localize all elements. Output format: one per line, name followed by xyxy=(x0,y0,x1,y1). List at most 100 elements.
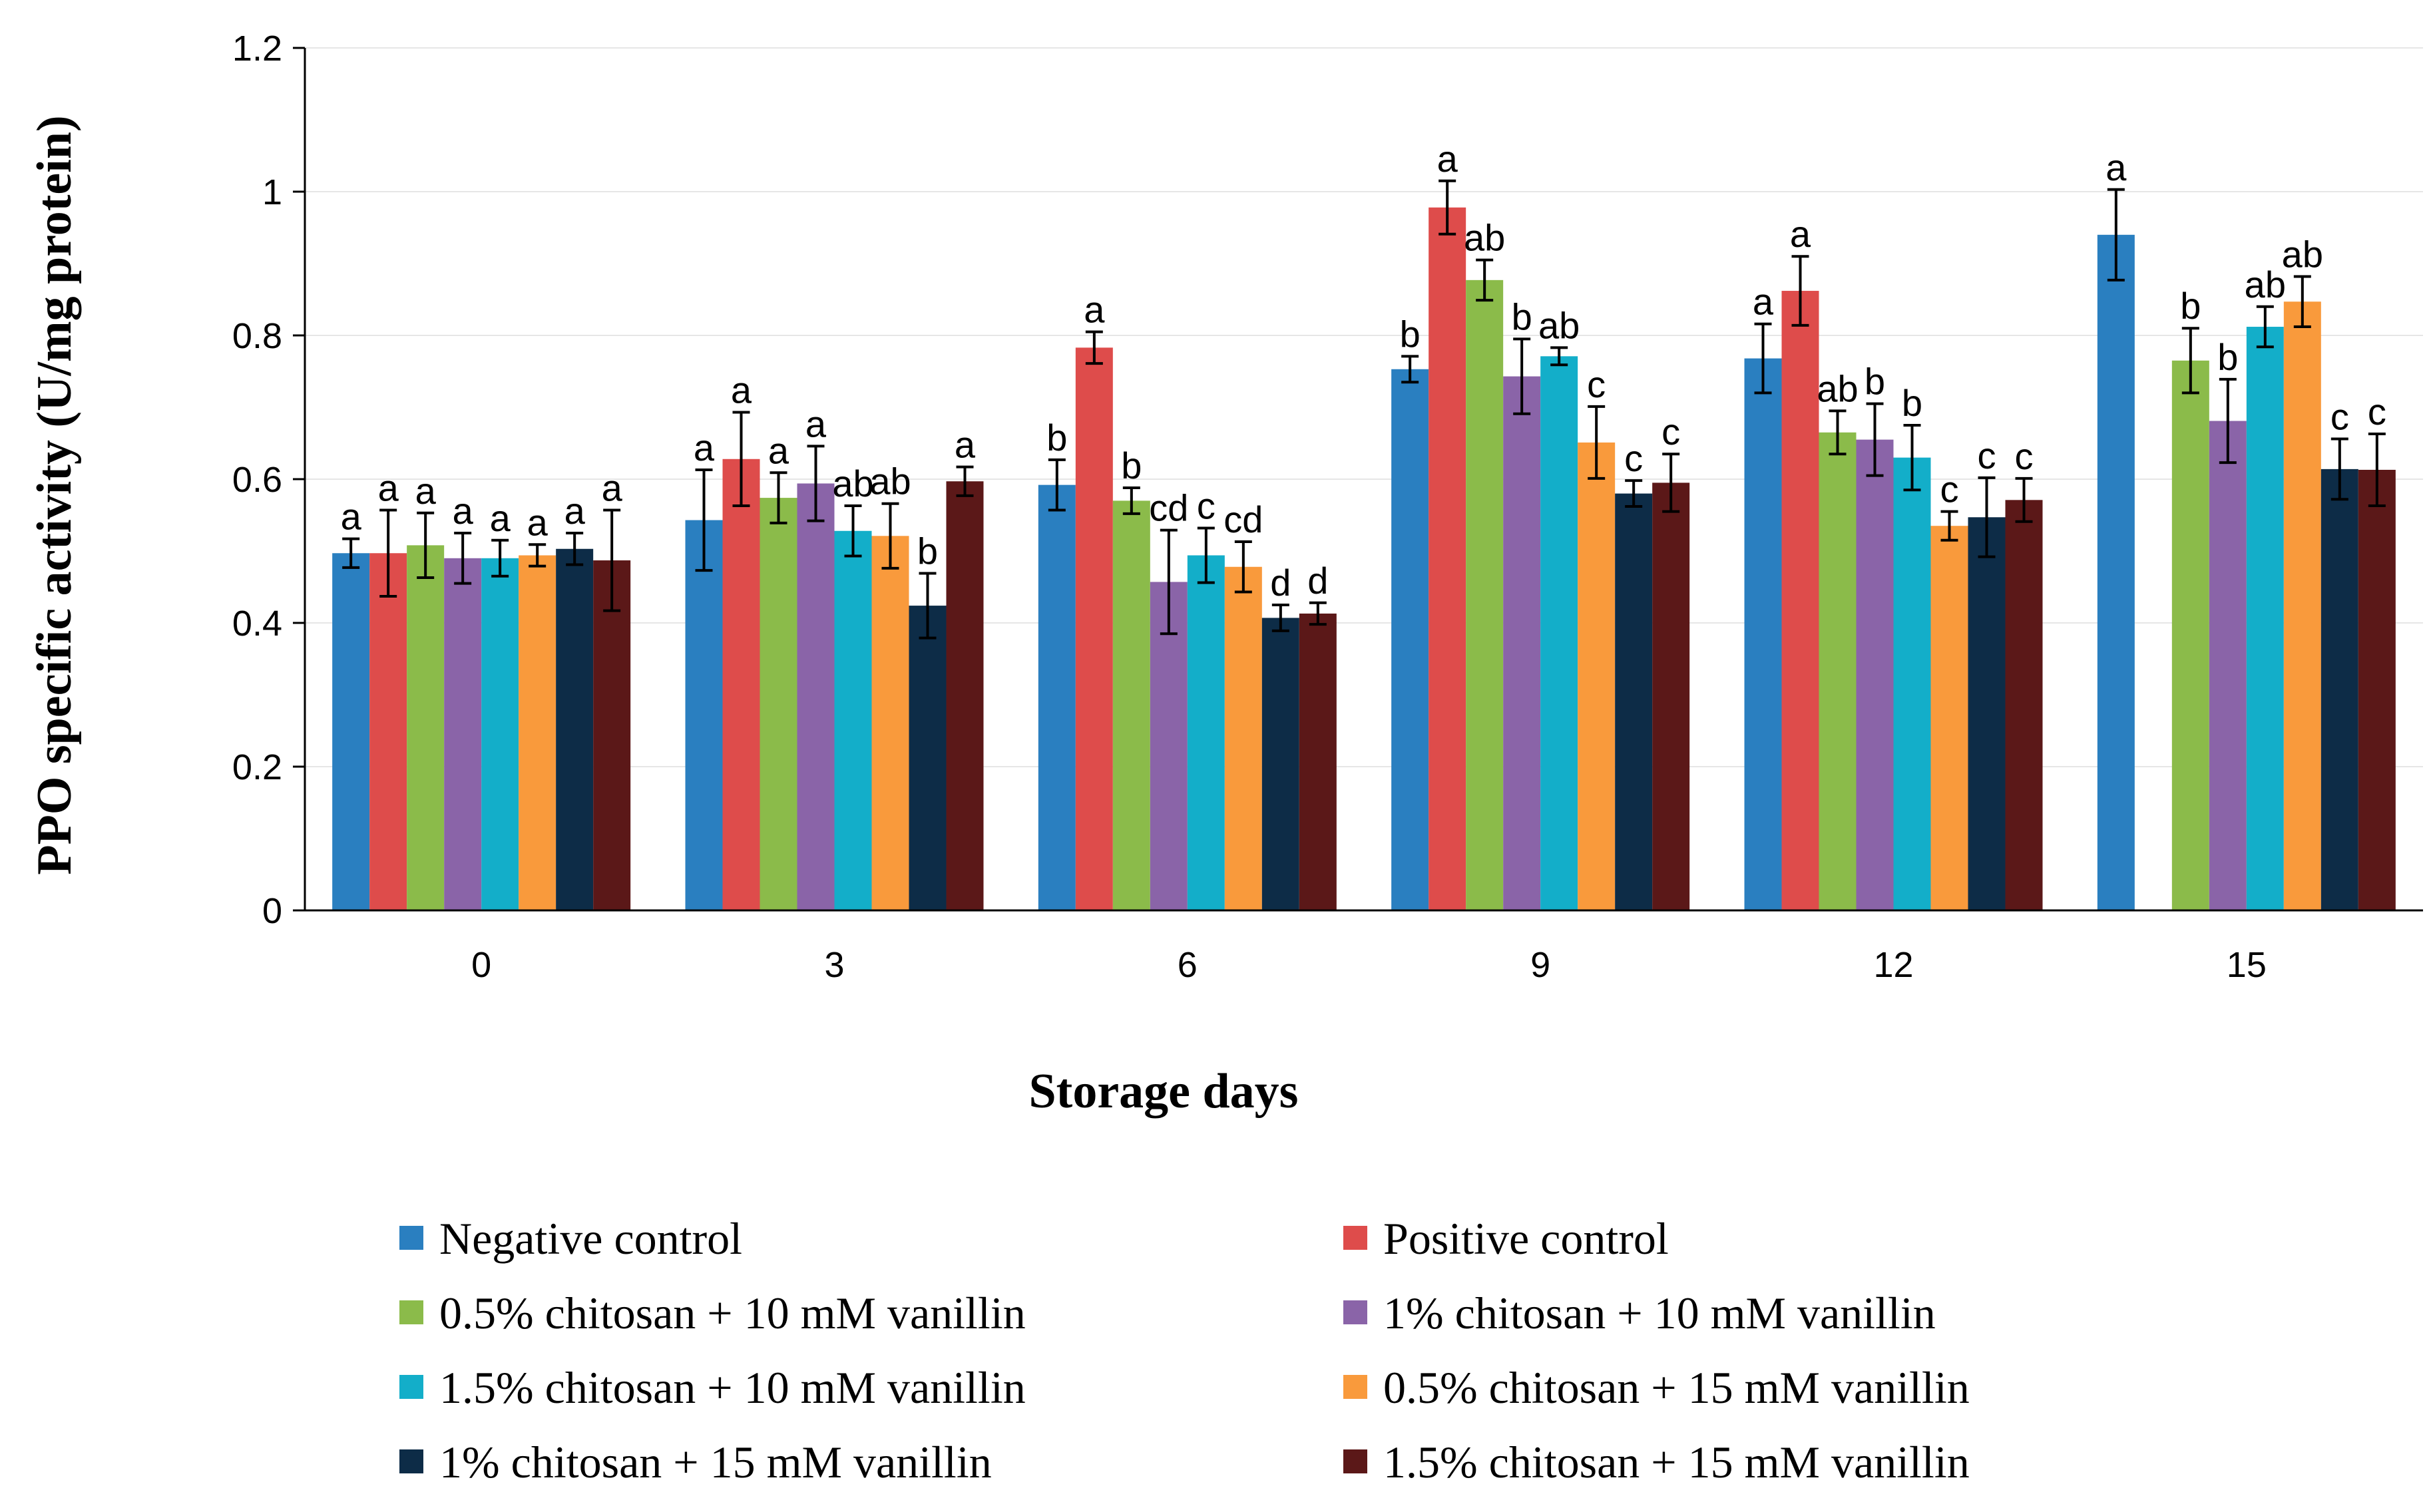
significance-letter: a xyxy=(2105,146,2127,188)
bar xyxy=(1893,457,1931,910)
significance-letter: cd xyxy=(1223,498,1263,540)
y-tick-label: 0.2 xyxy=(232,747,282,787)
significance-letter: b xyxy=(2217,336,2238,378)
bar xyxy=(1781,291,1819,910)
y-tick-label: 0.8 xyxy=(232,316,282,356)
significance-letter: a xyxy=(1753,281,1774,323)
bar xyxy=(481,558,519,910)
significance-letter: c xyxy=(1197,484,1216,526)
legend-label: 0.5% chitosan + 10 mM vanillin xyxy=(439,1288,1026,1338)
y-tick-label: 0 xyxy=(262,891,282,931)
legend: Negative control Positive control 0.5% chi… xyxy=(399,1213,1970,1487)
significance-letter: c xyxy=(1661,411,1680,453)
x-tick-label: 6 xyxy=(1178,945,1198,985)
significance-letter: ab xyxy=(832,463,873,504)
significance-letter: c xyxy=(1624,437,1643,479)
significance-letter: b xyxy=(2180,285,2201,327)
legend-label: 0.5% chitosan + 15 mM vanillin xyxy=(1383,1362,1970,1413)
legend-label: 1% chitosan + 15 mM vanillin xyxy=(439,1437,992,1487)
bar xyxy=(2171,360,2209,910)
bar xyxy=(332,553,370,910)
significance-letter: a xyxy=(341,496,362,538)
bar xyxy=(1187,555,1225,910)
legend-swatch xyxy=(1343,1375,1367,1399)
bar xyxy=(1652,482,1690,910)
bar xyxy=(685,520,723,910)
significance-letter: a xyxy=(1790,213,1811,255)
bar xyxy=(1856,439,1894,910)
x-tick-label: 15 xyxy=(2227,945,2267,985)
significance-letter: a xyxy=(768,429,789,471)
significance-letter: a xyxy=(490,497,511,539)
significance-letter: c xyxy=(2015,435,2034,477)
bar xyxy=(946,481,984,910)
significance-letter: ab xyxy=(2282,233,2323,275)
y-tick-label: 1.2 xyxy=(232,29,282,69)
x-tick-label: 0 xyxy=(471,945,491,985)
significance-letter: cd xyxy=(1149,487,1188,529)
bar xyxy=(519,555,556,910)
significance-letter: c xyxy=(1940,469,1959,510)
bar xyxy=(1466,280,1504,911)
bar xyxy=(1540,356,1578,910)
significance-letter: a xyxy=(694,427,715,469)
legend-swatch xyxy=(399,1449,423,1473)
bar xyxy=(407,545,445,910)
bar xyxy=(1261,618,1299,910)
significance-letter: c xyxy=(2330,396,2349,438)
significance-letter: ab xyxy=(1464,217,1505,259)
legend-swatch xyxy=(1343,1449,1367,1473)
bar xyxy=(1075,347,1113,910)
legend-swatch xyxy=(399,1300,423,1324)
legend-label: 1% chitosan + 10 mM vanillin xyxy=(1383,1288,1936,1338)
x-tick-label: 12 xyxy=(1873,945,1913,985)
bar xyxy=(797,483,835,910)
axes xyxy=(293,47,2423,912)
significance-letter: b xyxy=(1400,313,1421,355)
significance-letter: d xyxy=(1307,560,1328,602)
bar xyxy=(1038,484,1076,910)
legend-swatch xyxy=(399,1375,423,1399)
significance-letter: a xyxy=(378,467,399,508)
bar xyxy=(556,548,594,910)
bar xyxy=(2283,301,2321,910)
x-axis-title: Storage days xyxy=(1029,1064,1299,1119)
y-axis-title: PPO specific activity (U/mg protein) xyxy=(27,115,82,874)
bar xyxy=(593,560,631,910)
bar xyxy=(1391,369,1429,910)
significance-letter: a xyxy=(955,424,976,466)
bar xyxy=(2358,469,2396,910)
bar xyxy=(2320,469,2358,910)
bar xyxy=(444,558,482,910)
error-bars xyxy=(342,179,2386,640)
gridlines xyxy=(305,47,2423,767)
significance-letter: ab xyxy=(1817,367,1858,409)
significance-letter: a xyxy=(564,490,586,532)
legend-swatch xyxy=(1343,1300,1367,1324)
bar xyxy=(1150,582,1188,910)
x-tick-label: 9 xyxy=(1530,945,1550,985)
bar xyxy=(1930,526,1968,910)
bar xyxy=(1615,493,1653,910)
bar xyxy=(909,606,947,910)
bar xyxy=(1429,207,1466,910)
bar xyxy=(760,498,797,910)
legend-swatch xyxy=(399,1226,423,1250)
legend-label: 1.5% chitosan + 10 mM vanillin xyxy=(439,1362,1026,1413)
significance-letter: c xyxy=(2368,391,2386,433)
significance-letter: b xyxy=(1902,382,1922,424)
bar xyxy=(1112,500,1150,910)
significance-letter: a xyxy=(731,369,752,411)
significance-letter: ab xyxy=(2245,264,2286,305)
bar xyxy=(2246,327,2284,910)
significance-letter: b xyxy=(917,530,938,572)
bar xyxy=(369,553,407,910)
bar xyxy=(1503,376,1541,910)
y-tick-label: 0.6 xyxy=(232,460,282,500)
significance-letter: c xyxy=(1978,435,1996,476)
bar xyxy=(1578,442,1616,910)
bar xyxy=(1819,432,1857,910)
significance-letter: b xyxy=(1865,361,1885,403)
bar xyxy=(1968,517,2006,910)
